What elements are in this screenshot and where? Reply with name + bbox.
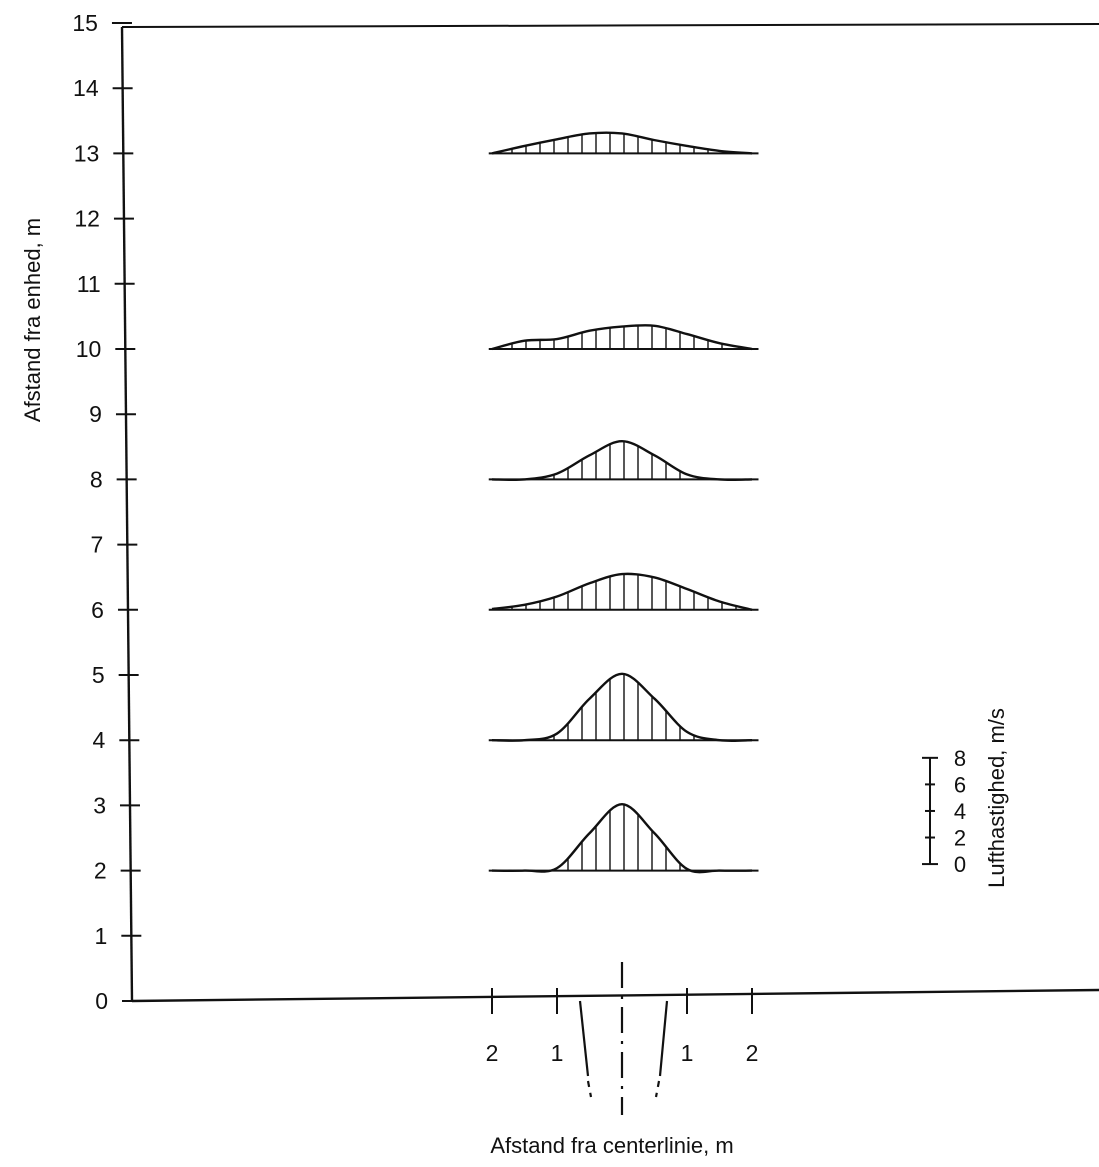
velocity-profile — [488, 802, 759, 874]
velocity-profile — [488, 672, 759, 743]
y-tick-label: 3 — [93, 792, 106, 818]
y-tick-label: 14 — [73, 75, 99, 101]
velocity-scale-label: 8 — [954, 746, 966, 771]
y-tick-label: 13 — [74, 140, 100, 166]
top-frame-line — [121, 23, 1099, 28]
nozzle-outline — [578, 962, 669, 1115]
velocity-profile — [488, 131, 759, 155]
y-tick-label: 15 — [72, 10, 98, 36]
y-tick-label: 8 — [90, 466, 103, 492]
nozzle-left-edge — [578, 1000, 590, 1077]
y-tick-label: 7 — [91, 532, 104, 558]
nozzle-left-extension — [586, 1080, 593, 1098]
y-tick-label: 9 — [89, 401, 102, 427]
nozzle-right-extension — [654, 1080, 661, 1098]
velocity-profile — [488, 440, 759, 482]
nozzle-right-edge — [658, 1000, 669, 1077]
profile-curve — [491, 802, 753, 874]
y-tick-label: 11 — [77, 271, 101, 297]
y-tick-label: 12 — [74, 206, 100, 232]
x-axis-ticks: 2 1 1 2 — [486, 988, 759, 1066]
profile-curve — [491, 440, 753, 482]
profile-curve — [491, 131, 753, 155]
y-tick-label: 1 — [95, 923, 108, 949]
velocity-profile — [488, 324, 759, 351]
velocity-profiles — [488, 131, 759, 874]
plot-axes — [120, 23, 1099, 1003]
y-tick-label: 0 — [95, 988, 108, 1014]
x-axis-line — [131, 988, 1099, 1003]
x-tick-label: 2 — [746, 1040, 759, 1066]
velocity-scale-title: Lufthastighed, m/s — [984, 708, 1009, 888]
y-tick-label: 5 — [92, 662, 105, 688]
y-axis-title: Afstand fra enhed, m — [20, 218, 45, 422]
y-tick-label: 2 — [94, 858, 107, 884]
profile-curve — [491, 324, 753, 351]
x-tick-label: 1 — [681, 1040, 694, 1066]
x-tick-label: 2 — [486, 1040, 499, 1066]
y-tick-label: 4 — [93, 727, 106, 753]
profile-curve — [491, 572, 753, 611]
velocity-scale-label: 6 — [954, 772, 966, 797]
x-tick-label: 1 — [551, 1040, 564, 1066]
y-tick-label: 6 — [91, 597, 104, 623]
profile-curve — [491, 672, 753, 743]
velocity-scale-label: 4 — [954, 799, 966, 824]
velocity-scale-label: 2 — [954, 826, 966, 851]
y-axis-line — [120, 26, 134, 1002]
velocity-scale-label: 0 — [954, 852, 966, 877]
x-axis-title: Afstand fra centerlinie, m — [490, 1133, 733, 1158]
y-tick-label: 10 — [76, 336, 102, 362]
velocity-profile — [488, 572, 759, 611]
